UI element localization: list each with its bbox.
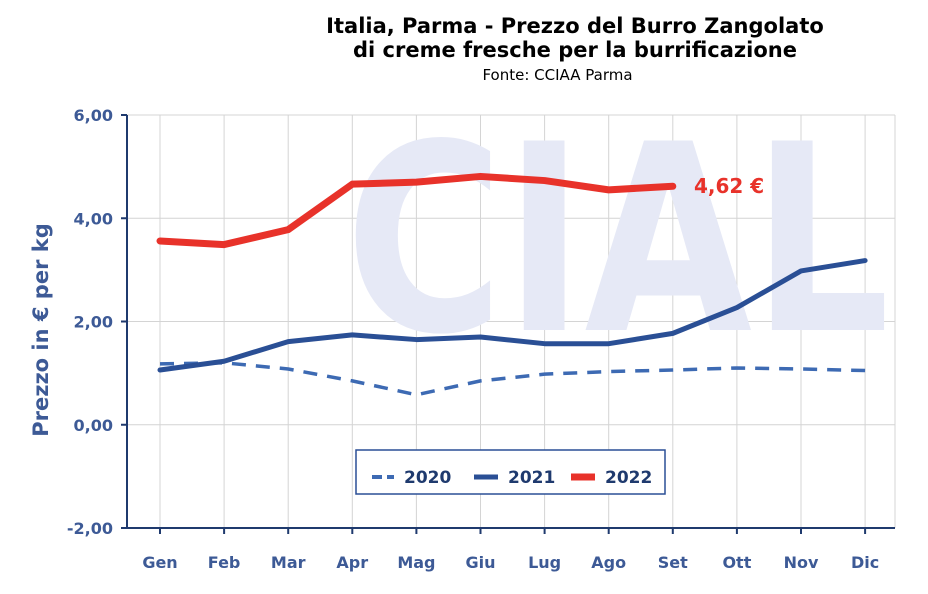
last-value-annotation: 4,62 € xyxy=(694,174,764,198)
series-lines xyxy=(156,172,868,397)
legend-label-2021: 2021 xyxy=(508,468,555,488)
x-tick-label: Ago xyxy=(591,553,626,572)
series-line-2021 xyxy=(157,258,868,373)
legend-box xyxy=(355,449,666,495)
chart-title-line1: Italia, Parma - Prezzo del Burro Zangola… xyxy=(326,14,824,38)
x-tick-label: Mar xyxy=(271,553,306,572)
x-tick-label: Ott xyxy=(722,553,751,572)
chart-title-line2: di creme fresche per la burrificazione xyxy=(353,38,797,62)
legend: 2020 2021 2022 xyxy=(355,449,666,495)
watermark-logo: CIAL xyxy=(345,90,890,392)
chart-subtitle: Fonte: CCIAA Parma xyxy=(482,66,633,84)
x-tick-label: Feb xyxy=(208,553,241,572)
y-tick-label: 2,00 xyxy=(74,313,113,332)
x-tick-label: Mag xyxy=(397,553,435,572)
x-ticks: Gen Feb Mar Apr Mag Giu Lug Ago Set Ott Nov Dic xyxy=(142,528,879,572)
x-tick-label: Nov xyxy=(784,553,819,572)
legend-label-2022: 2022 xyxy=(605,468,652,488)
x-tick-label: Gen xyxy=(142,553,177,572)
y-ticks: 6,00 4,00 2,00 0,00 -2,00 xyxy=(67,106,127,538)
x-tick-label: Apr xyxy=(336,553,368,572)
y-axis-label: Prezzo in € per kg xyxy=(29,223,53,437)
x-tick-label: Giu xyxy=(465,553,495,572)
y-tick-label: -2,00 xyxy=(67,519,113,538)
x-tick-label: Set xyxy=(658,553,688,572)
legend-label-2020: 2020 xyxy=(404,468,451,488)
series-line-2022 xyxy=(156,172,677,249)
x-tick-label: Lug xyxy=(528,553,561,572)
x-tick-label: Dic xyxy=(851,553,879,572)
y-tick-label: 6,00 xyxy=(74,106,113,125)
y-tick-label: 4,00 xyxy=(74,209,113,228)
y-tick-label: 0,00 xyxy=(74,416,113,435)
chart-title: Italia, Parma - Prezzo del Burro Zangola… xyxy=(0,14,928,62)
